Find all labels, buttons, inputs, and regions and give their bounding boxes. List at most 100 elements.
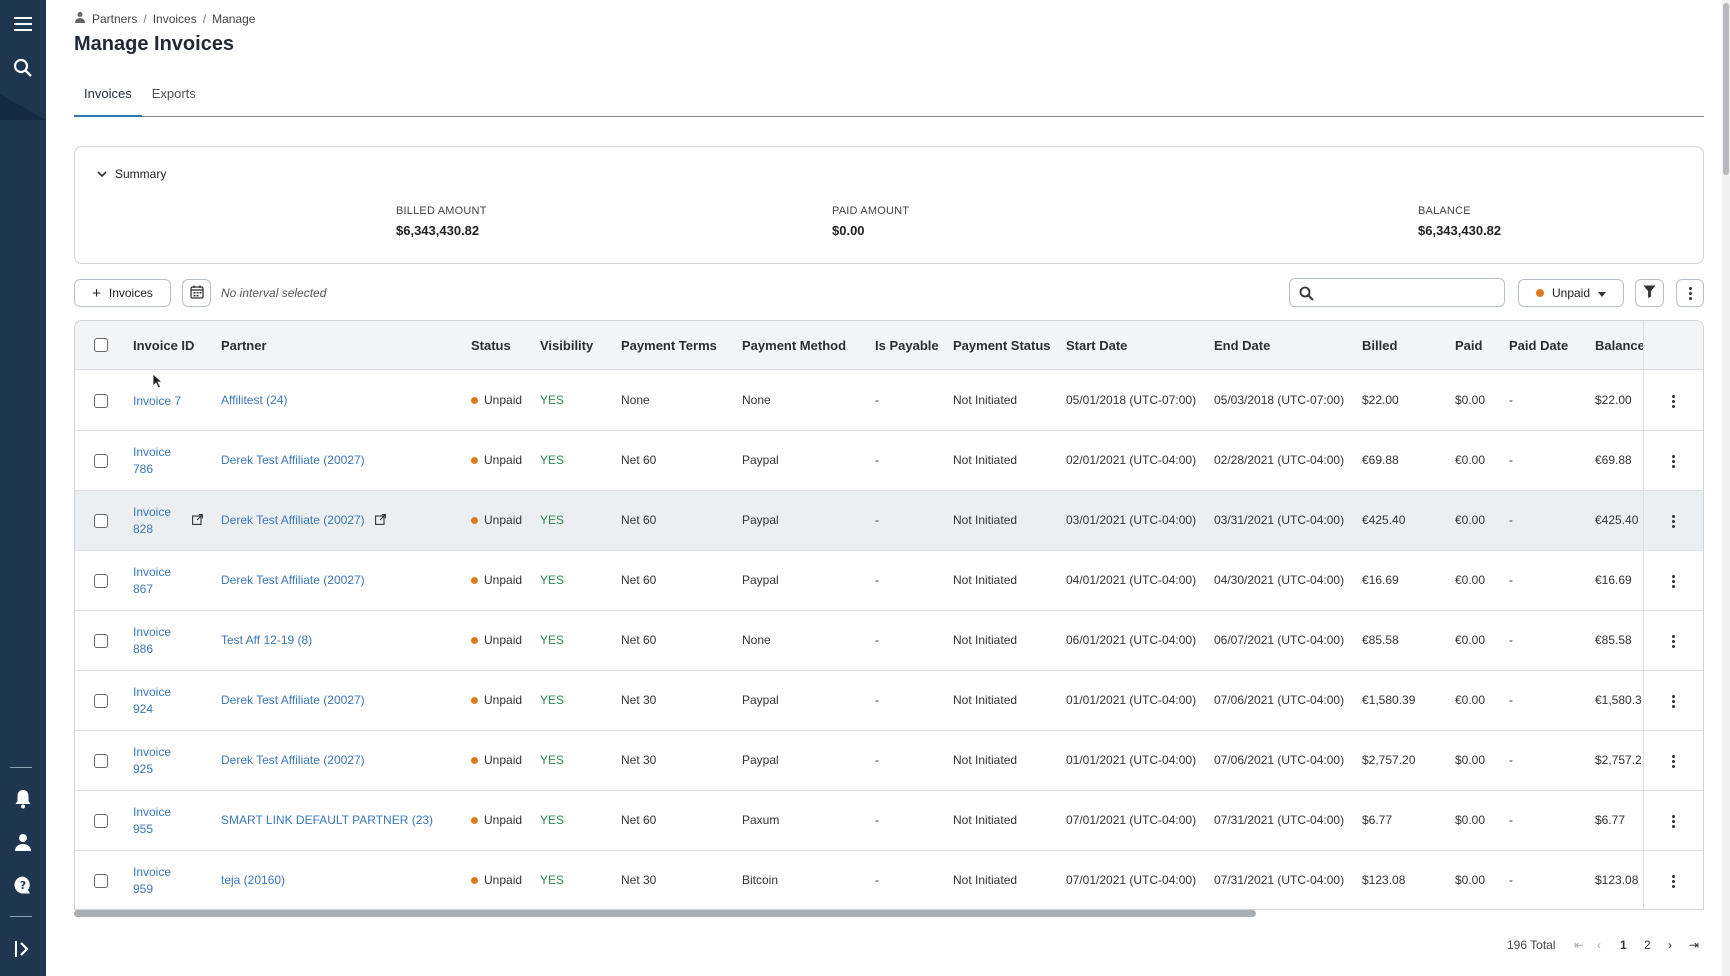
select-all-checkbox[interactable]	[94, 338, 108, 352]
row-actions-kebab-icon[interactable]	[1665, 812, 1681, 830]
add-invoices-button[interactable]: + Invoices	[74, 279, 171, 307]
billed-value: $22.00	[1362, 393, 1399, 407]
table-row[interactable]: Invoice 7 Affilitest (24) Unpaid YES None Non…	[75, 371, 1703, 431]
row-checkbox[interactable]	[94, 394, 108, 408]
search-field[interactable]	[1289, 278, 1505, 307]
table-row[interactable]: Invoice 924 Derek Test Affiliate (20027) Un…	[75, 671, 1703, 731]
row-checkbox[interactable]	[94, 874, 108, 888]
paid-value: €0.00	[1455, 513, 1486, 527]
open-external-icon[interactable]	[192, 514, 203, 528]
column-header[interactable]: Paid Date	[1509, 338, 1569, 353]
row-checkbox[interactable]	[94, 814, 108, 828]
prev-page-icon[interactable]: ‹	[1597, 938, 1601, 952]
column-header[interactable]: Is Payable	[875, 338, 939, 353]
table-row[interactable]: Invoice 828 Derek Test Affiliate (20027) Un…	[75, 491, 1703, 551]
partner-link[interactable]: Derek Test Affiliate (20027)	[221, 513, 365, 527]
table-row[interactable]: Invoice 886 Test Aff 12-19 (8) Unpaid YES Net…	[75, 611, 1703, 671]
table-row[interactable]: Invoice 867 Derek Test Affiliate (20027) Un…	[75, 551, 1703, 611]
horizontal-scrollbar[interactable]	[74, 910, 1256, 917]
row-checkbox[interactable]	[94, 514, 108, 528]
row-actions-kebab-icon[interactable]	[1665, 692, 1681, 710]
row-checkbox[interactable]	[94, 754, 108, 768]
column-header[interactable]: Status	[471, 338, 511, 353]
partner-link[interactable]: Derek Test Affiliate (20027)	[221, 693, 365, 707]
row-actions-kebab-icon[interactable]	[1665, 512, 1681, 530]
invoice-id-link[interactable]: Invoice 886	[133, 624, 171, 658]
status-dot	[1535, 289, 1544, 297]
row-actions-kebab-icon[interactable]	[1665, 872, 1681, 890]
column-header[interactable]: Invoice ID	[133, 338, 195, 353]
paid-value: $0.00	[1455, 393, 1486, 407]
row-checkbox[interactable]	[94, 454, 108, 468]
calendar-icon	[189, 285, 204, 302]
column-header[interactable]: End Date	[1214, 338, 1271, 353]
row-actions-kebab-icon[interactable]	[1665, 752, 1681, 770]
row-checkbox[interactable]	[94, 694, 108, 708]
filter-button[interactable]	[1635, 279, 1664, 307]
column-header[interactable]: Balance	[1595, 338, 1645, 353]
next-page-icon[interactable]: ›	[1668, 938, 1672, 952]
row-actions-kebab-icon[interactable]	[1665, 452, 1681, 470]
balance-value: $123.08	[1595, 873, 1639, 887]
vertical-scrollbar-thumb[interactable]	[1723, 3, 1729, 175]
bell-icon[interactable]	[0, 784, 46, 814]
table-row[interactable]: Invoice 955 SMART LINK DEFAULT PARTNER (23…	[75, 791, 1703, 851]
column-header[interactable]: Partner	[221, 338, 267, 353]
status-filter-dropdown[interactable]: Unpaid	[1518, 279, 1624, 307]
partner-link[interactable]: Affilitest (24)	[221, 393, 288, 407]
tab-exports[interactable]: Exports	[151, 86, 196, 101]
hamburger-menu-icon[interactable]	[0, 9, 46, 39]
open-external-icon[interactable]	[375, 514, 386, 528]
invoice-id-link[interactable]: Invoice 867	[133, 564, 171, 598]
status-badge: Unpaid	[471, 573, 522, 587]
date-interval-button[interactable]	[182, 279, 211, 307]
payment-terms-value: Net 30	[621, 873, 657, 887]
table-row[interactable]: Invoice 959 teja (20160) Unpaid YES Net 30 Bit…	[75, 851, 1703, 909]
invoice-id-link[interactable]: Invoice 924	[133, 684, 171, 718]
partner-link[interactable]: Derek Test Affiliate (20027)	[221, 453, 365, 467]
invoice-id-link[interactable]: Invoice 959	[133, 864, 171, 898]
column-header[interactable]: Payment Terms	[621, 338, 717, 353]
column-header[interactable]: Start Date	[1066, 338, 1128, 353]
search-input[interactable]	[1320, 284, 1496, 302]
billed-amount-stat: BILLED AMOUNT $6,343,430.82	[396, 205, 487, 238]
breadcrumb-partners[interactable]: Partners	[92, 11, 138, 26]
is-payable-value: -	[875, 573, 879, 587]
summary-toggle[interactable]: Summary	[97, 167, 166, 181]
column-header[interactable]: Billed	[1362, 338, 1398, 353]
breadcrumb-invoices[interactable]: Invoices	[152, 11, 197, 26]
vertical-scrollbar[interactable]	[1722, 0, 1730, 976]
row-checkbox[interactable]	[94, 634, 108, 648]
help-chat-icon[interactable]: ?	[0, 870, 46, 900]
last-page-icon[interactable]: ⇥	[1689, 938, 1700, 952]
row-actions-kebab-icon[interactable]	[1665, 392, 1681, 410]
sidebar-divider	[10, 767, 32, 768]
user-icon[interactable]	[0, 827, 46, 857]
row-checkbox[interactable]	[94, 574, 108, 588]
column-header[interactable]: Payment Status	[953, 338, 1051, 353]
row-actions-kebab-icon[interactable]	[1665, 632, 1681, 650]
partner-link[interactable]: Derek Test Affiliate (20027)	[221, 753, 365, 767]
partner-link[interactable]: SMART LINK DEFAULT PARTNER (23)	[221, 813, 434, 827]
expand-sidebar-icon[interactable]	[0, 934, 46, 964]
table-row[interactable]: Invoice 925 Derek Test Affiliate (20027) Un…	[75, 731, 1703, 791]
partner-link[interactable]: teja (20160)	[221, 873, 286, 887]
page-number[interactable]: 1	[1620, 938, 1627, 952]
search-icon[interactable]	[0, 53, 46, 83]
column-header[interactable]: Payment Method	[742, 338, 847, 353]
column-header[interactable]: Paid	[1455, 338, 1483, 353]
tab-invoices[interactable]: Invoices	[74, 82, 142, 117]
row-actions-kebab-icon[interactable]	[1665, 572, 1681, 590]
more-options-button[interactable]	[1676, 279, 1704, 307]
column-header[interactable]: Visibility	[540, 338, 594, 353]
invoice-id-link[interactable]: Invoice 925	[133, 744, 171, 778]
invoice-id-link[interactable]: Invoice 786	[133, 444, 171, 478]
page-number[interactable]: 2	[1644, 938, 1651, 952]
partner-link[interactable]: Test Aff 12-19 (8)	[221, 633, 313, 647]
invoice-id-link[interactable]: Invoice 955	[133, 804, 171, 838]
invoice-id-link[interactable]: Invoice 7	[133, 393, 181, 410]
partner-link[interactable]: Derek Test Affiliate (20027)	[221, 573, 365, 587]
table-row[interactable]: Invoice 786 Derek Test Affiliate (20027) Un…	[75, 431, 1703, 491]
invoice-id-link[interactable]: Invoice 828	[133, 504, 171, 538]
first-page-icon[interactable]: ⇤	[1574, 938, 1585, 952]
